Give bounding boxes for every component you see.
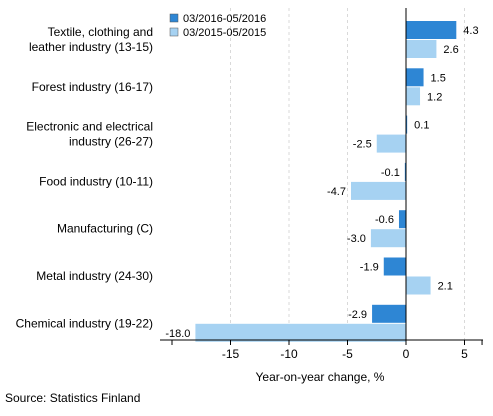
legend-label: 03/2015-05/2015 xyxy=(183,27,266,39)
category-label: Textile, clothing and xyxy=(48,25,153,39)
data-label: 1.2 xyxy=(427,91,442,103)
source-note: Source: Statistics Finland xyxy=(5,391,141,405)
data-label: -0.1 xyxy=(381,167,400,179)
data-label: 4.3 xyxy=(463,25,478,37)
data-label: 2.6 xyxy=(443,44,458,56)
data-label: -4.7 xyxy=(327,186,346,198)
x-tick-label: -5 xyxy=(342,347,353,361)
bar-series-1 xyxy=(406,68,424,87)
bars xyxy=(195,21,457,342)
category-label: Electronic and electrical xyxy=(26,120,153,134)
bar-series-2 xyxy=(406,276,431,295)
bar-series-1 xyxy=(372,304,406,323)
bar-series-1 xyxy=(406,21,457,39)
x-axis: -15 -10 -5 0 5 xyxy=(160,8,483,361)
category-label: Metal industry (24-30) xyxy=(36,269,153,283)
bar-series-2 xyxy=(406,87,421,106)
x-axis-title: Year-on-year change, % xyxy=(256,370,385,384)
data-label: 1.5 xyxy=(431,72,446,84)
legend: 03/2016-05/2016 03/2015-05/2015 xyxy=(169,13,266,39)
bar-series-1 xyxy=(404,162,406,181)
category-label: Chemical industry (19-22) xyxy=(16,316,153,330)
bar-series-2 xyxy=(376,134,406,153)
x-tick-label: -15 xyxy=(222,347,240,361)
legend-label: 03/2016-05/2016 xyxy=(183,13,266,25)
bar-series-1 xyxy=(383,257,406,276)
category-label: Food industry (10-11) xyxy=(39,174,153,188)
data-label: -2.9 xyxy=(348,309,367,321)
category-label: industry (26-27) xyxy=(69,135,153,149)
bar-series-1 xyxy=(406,115,408,134)
data-label: 0.1 xyxy=(414,120,429,132)
data-label: -2.5 xyxy=(353,139,372,151)
bar-series-2 xyxy=(195,323,406,342)
category-label: leather industry (13-15) xyxy=(29,40,153,54)
bar-series-1 xyxy=(398,210,406,229)
legend-swatch xyxy=(169,13,179,23)
bar-series-2 xyxy=(370,229,406,248)
category-label: Forest industry (16-17) xyxy=(32,80,153,94)
grid-lines xyxy=(230,8,465,340)
data-label: -0.6 xyxy=(375,214,394,226)
data-label: -18.0 xyxy=(165,328,190,340)
category-label: Manufacturing (C) xyxy=(57,222,153,236)
data-label: -1.9 xyxy=(360,262,379,274)
bar-series-2 xyxy=(351,181,406,200)
data-label: -3.0 xyxy=(347,233,366,245)
legend-swatch xyxy=(169,27,179,37)
x-tick-label: -10 xyxy=(280,347,298,361)
data-labels: 4.3 2.6 1.5 1.2 0.1 -2.5 -0.1 -4.7 -0.6 -3.0 -1.9 2… xyxy=(165,25,478,340)
x-tick-label: 5 xyxy=(461,347,468,361)
data-label: 2.1 xyxy=(438,281,453,293)
bar-series-2 xyxy=(406,40,437,58)
x-tick-label: 0 xyxy=(403,347,410,361)
